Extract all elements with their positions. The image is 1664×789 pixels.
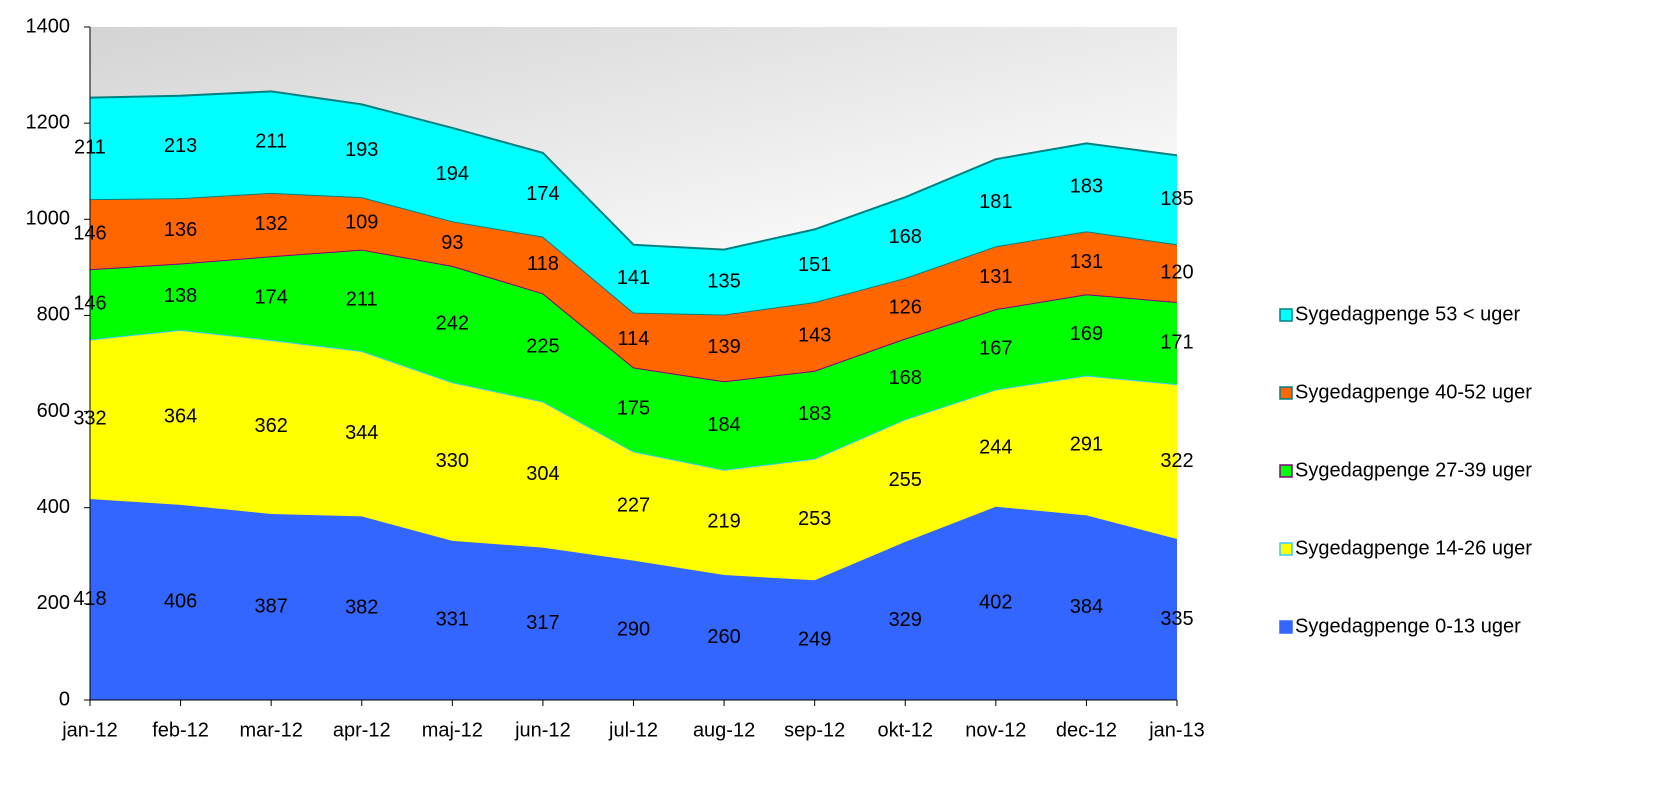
data-label: 181 [979, 191, 1012, 213]
legend-label: Sygedagpenge 27-39 uger [1295, 459, 1532, 481]
x-tick-label: jun-12 [514, 719, 571, 741]
data-label: 260 [707, 626, 740, 648]
y-tick-label: 1200 [26, 111, 71, 133]
data-label: 213 [164, 135, 197, 157]
data-label: 174 [526, 183, 559, 205]
data-label: 291 [1070, 434, 1103, 456]
area-edge [89, 90, 1178, 251]
data-label: 126 [889, 296, 922, 318]
data-label: 109 [345, 212, 378, 234]
legend-label: Sygedagpenge 53 < uger [1295, 303, 1521, 325]
data-label: 387 [254, 595, 287, 617]
y-tick-label: 200 [37, 592, 70, 614]
data-label: 244 [979, 436, 1012, 458]
data-label: 138 [164, 285, 197, 307]
data-label: 402 [979, 592, 1012, 614]
data-label: 330 [436, 450, 469, 472]
data-label: 131 [1070, 251, 1103, 273]
data-label: 194 [436, 163, 469, 185]
data-label: 317 [526, 612, 559, 634]
data-label: 335 [1160, 608, 1193, 630]
data-label: 344 [345, 422, 378, 444]
data-label: 255 [889, 469, 922, 491]
data-label: 120 [1160, 261, 1193, 283]
x-tick-label: nov-12 [965, 719, 1026, 741]
y-tick-label: 0 [59, 688, 70, 710]
x-tick-label: mar-12 [239, 719, 302, 741]
data-label: 249 [798, 628, 831, 650]
data-label: 193 [345, 139, 378, 161]
data-label: 151 [798, 254, 831, 276]
x-tick-label: jan-13 [1148, 719, 1205, 741]
data-label: 322 [1160, 450, 1193, 472]
data-label: 167 [979, 338, 1012, 360]
data-label: 168 [889, 367, 922, 389]
data-label: 364 [164, 406, 197, 428]
data-label: 331 [436, 609, 469, 631]
legend-marker [1279, 620, 1293, 634]
data-label: 211 [255, 130, 287, 152]
x-tick-label: feb-12 [152, 719, 209, 741]
data-label: 406 [164, 591, 197, 613]
data-label: 384 [1070, 596, 1103, 618]
data-label: 175 [617, 398, 650, 420]
data-label: 211 [346, 289, 378, 311]
x-tick-label: jul-12 [608, 719, 658, 741]
data-label: 171 [1160, 331, 1193, 353]
y-tick-label: 600 [37, 400, 70, 422]
data-label: 304 [526, 463, 559, 485]
data-label: 225 [526, 336, 559, 358]
data-label: 135 [707, 270, 740, 292]
y-tick-label: 1000 [26, 208, 71, 230]
data-label: 185 [1160, 188, 1193, 210]
area [90, 249, 1177, 470]
x-tick-label: aug-12 [693, 719, 755, 741]
y-tick-label: 1400 [26, 15, 71, 37]
data-label: 184 [707, 414, 740, 436]
data-label: 242 [436, 312, 469, 334]
area [90, 91, 1177, 315]
x-tick-label: okt-12 [877, 719, 933, 741]
data-label: 168 [889, 226, 922, 248]
data-label: 227 [617, 494, 650, 516]
legend-marker [1279, 308, 1293, 322]
data-label: 362 [254, 415, 287, 437]
legend-marker [1279, 542, 1293, 556]
x-tick-label: maj-12 [422, 719, 483, 741]
data-label: 114 [618, 328, 650, 350]
x-tick-label: apr-12 [333, 719, 391, 741]
data-label: 131 [979, 266, 1012, 288]
x-tick-label: dec-12 [1056, 719, 1117, 741]
data-label: 290 [617, 619, 650, 641]
data-label: 139 [707, 336, 740, 358]
legend-label: Sygedagpenge 40-52 uger [1295, 381, 1532, 403]
data-label: 141 [617, 267, 650, 289]
data-label: 183 [798, 403, 831, 425]
legend-marker [1279, 386, 1293, 400]
data-label: 174 [254, 286, 287, 308]
data-label: 382 [345, 596, 378, 618]
area [90, 329, 1177, 581]
x-tick-label: jan-12 [61, 719, 118, 741]
data-label: 329 [889, 609, 922, 631]
data-label: 132 [254, 213, 287, 235]
legend-marker [1279, 464, 1293, 478]
legend-label: Sygedagpenge 14-26 uger [1295, 537, 1532, 559]
data-label: 183 [1070, 176, 1103, 198]
y-tick-label: 800 [37, 304, 70, 326]
data-label: 136 [164, 219, 197, 241]
data-label: 93 [441, 232, 463, 254]
y-tick-label: 400 [37, 496, 70, 518]
area [90, 192, 1177, 382]
legend-label: Sygedagpenge 0-13 uger [1295, 615, 1521, 637]
data-label: 219 [707, 511, 740, 533]
data-label: 253 [798, 508, 831, 530]
x-tick-label: sep-12 [784, 719, 845, 741]
data-label: 118 [527, 253, 559, 275]
data-label: 169 [1070, 323, 1103, 345]
data-label: 143 [798, 325, 831, 347]
area [90, 499, 1177, 700]
